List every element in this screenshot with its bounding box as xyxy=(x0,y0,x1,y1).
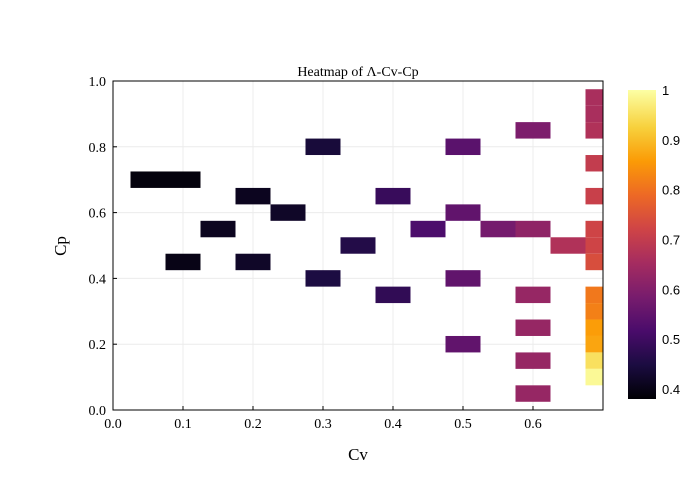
colorbar-ticks: 0.4 0.5 0.6 0.7 0.8 0.9 1 xyxy=(662,83,680,397)
heatmap-cell xyxy=(410,220,446,238)
heatmap-cell xyxy=(445,270,481,287)
y-tick-label: 1.0 xyxy=(89,75,107,90)
heatmap-cell xyxy=(585,335,603,353)
colorbar-tick-label: 0.4 xyxy=(662,382,680,397)
heatmap-cell xyxy=(305,270,341,287)
heatmap-cell xyxy=(585,253,603,271)
x-tick-label: 0.3 xyxy=(314,417,332,432)
heatmap-cell xyxy=(515,319,551,336)
x-tick-label: 0.6 xyxy=(524,417,542,432)
x-tick-label: 0.4 xyxy=(384,417,402,432)
y-tick-label: 0.6 xyxy=(89,207,107,222)
y-tick-label: 0.8 xyxy=(89,141,107,156)
heatmap-cell xyxy=(515,286,551,304)
heatmap-cell xyxy=(200,220,236,238)
plot-frame xyxy=(112,80,604,411)
y-tick-label: 0.2 xyxy=(89,338,107,353)
colorbar-tick-label: 0.7 xyxy=(662,233,680,248)
heatmap-cell xyxy=(585,237,603,254)
heatmap-cell xyxy=(375,187,411,205)
colorbar xyxy=(628,90,656,399)
heatmap-cell xyxy=(585,122,603,139)
heatmap-cell xyxy=(375,286,411,304)
heatmap-cell xyxy=(585,89,603,106)
colorbar-tick-label: 1 xyxy=(662,83,669,98)
heatmap-cell xyxy=(585,220,603,238)
heatmap-cell xyxy=(585,319,603,336)
chart-title: Heatmap of Λ-Cv-Cp xyxy=(297,65,418,80)
y-axis-ticks: 0.0 0.2 0.4 0.6 0.8 1.0 xyxy=(89,75,117,419)
heatmap-cell xyxy=(515,220,551,238)
y-tick-label: 0.4 xyxy=(89,272,107,287)
heatmap-cell xyxy=(515,352,551,369)
heatmap-cell xyxy=(585,286,603,304)
heatmap-cell xyxy=(585,155,603,172)
heatmap-cell xyxy=(585,105,603,123)
heatmap-cell xyxy=(445,335,481,353)
x-tick-label: 0.2 xyxy=(244,417,262,432)
heatmap-cell xyxy=(305,138,341,156)
heatmap-cell xyxy=(445,204,481,221)
heatmap-cell xyxy=(515,385,551,402)
heatmap-cell xyxy=(585,368,603,386)
heatmap-cell xyxy=(165,253,201,271)
heatmap-cell xyxy=(270,204,306,221)
colorbar-tick-label: 0.6 xyxy=(662,282,680,297)
y-tick-label: 0.0 xyxy=(89,404,107,419)
heatmap-cell xyxy=(585,187,603,205)
x-axis-label: Cv xyxy=(348,445,368,464)
heatmap-cell xyxy=(515,122,551,139)
x-tick-label: 0.0 xyxy=(104,417,122,432)
x-tick-label: 0.1 xyxy=(174,417,192,432)
heatmap-cell xyxy=(585,303,603,320)
heatmap-cell xyxy=(340,237,376,254)
heatmap-cell xyxy=(130,171,166,188)
heatmap-cell xyxy=(235,253,271,271)
colorbar-tick-label: 0.5 xyxy=(662,332,680,347)
x-axis-ticks: 0.0 0.1 0.2 0.3 0.4 0.5 0.6 xyxy=(104,406,542,432)
colorbar-tick-label: 0.8 xyxy=(662,183,680,198)
x-tick-label: 0.5 xyxy=(454,417,472,432)
heatmap-cell xyxy=(235,187,271,205)
heatmap-cell xyxy=(585,352,603,369)
heatmap-cell xyxy=(165,171,201,188)
colorbar-tick-label: 0.9 xyxy=(662,133,680,148)
heatmap-cell xyxy=(445,138,481,156)
heatmap-cells xyxy=(130,89,603,402)
heatmap-cell xyxy=(480,220,516,238)
heatmap-cell xyxy=(550,237,586,254)
y-axis-label: Cp xyxy=(51,236,70,256)
